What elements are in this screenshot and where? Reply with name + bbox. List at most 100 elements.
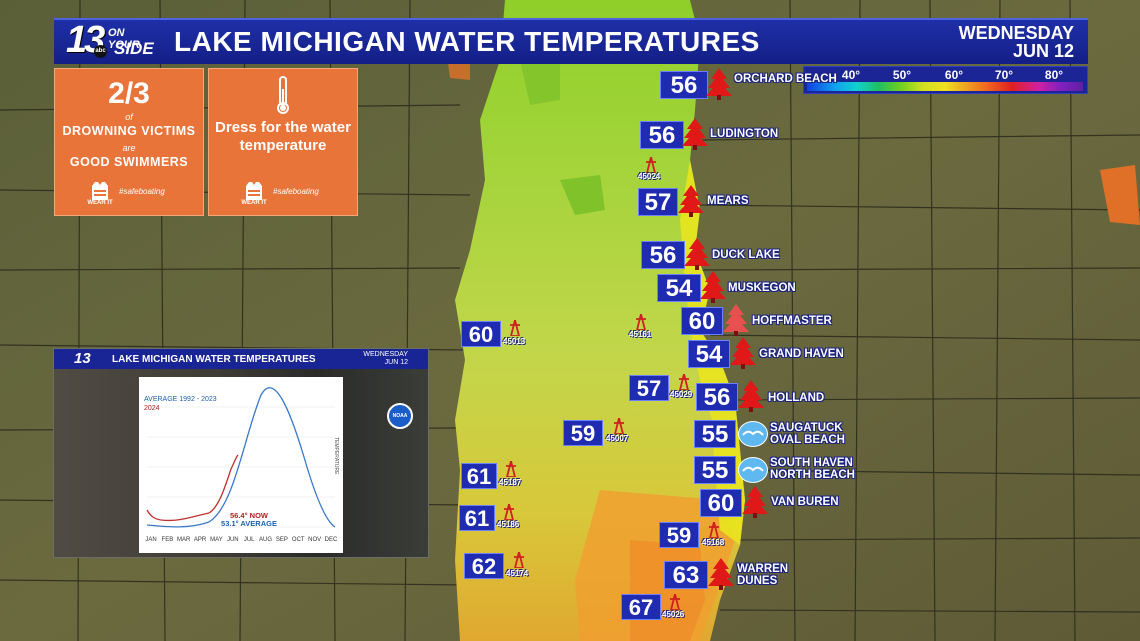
buoy-temp: 57 bbox=[629, 375, 669, 401]
current-year-curve bbox=[146, 454, 239, 522]
buoy-tower-icon bbox=[646, 157, 656, 173]
legend-labels: 40° 50° 60° 70° 80° bbox=[804, 68, 1087, 82]
legend-tick-label: 70° bbox=[994, 68, 1014, 82]
buoy-id: 45026 bbox=[662, 610, 685, 619]
warmest-water bbox=[630, 540, 705, 641]
buoy-tower-icon bbox=[670, 594, 680, 610]
month-tick-label: DEC bbox=[324, 537, 338, 543]
month-tick-label: MAY bbox=[210, 537, 223, 543]
buoy-tower-icon bbox=[510, 320, 520, 336]
inset-temperature-chart: NOAA AVERAGE 1992 - 2023 2024 56.4° NOW … bbox=[139, 377, 413, 553]
buoy-temp: 61 bbox=[461, 463, 497, 489]
month-tick-label: NOV bbox=[308, 537, 322, 543]
buoy-tower-icon bbox=[514, 552, 524, 568]
buoy-temp: 59 bbox=[563, 420, 603, 446]
drowning-stat: 2/3 bbox=[108, 77, 150, 110]
beach-temp: 60 bbox=[681, 307, 723, 335]
buoy-temp: 60 bbox=[461, 321, 501, 347]
beach-name: SAUGATUCK OVAL BEACH bbox=[770, 422, 845, 446]
buoy-tower-icon bbox=[504, 504, 514, 520]
average-reading: 53.1° AVERAGE bbox=[221, 519, 277, 528]
stat-line1: DROWNING VICTIMS bbox=[62, 124, 196, 138]
inset-y-title: TEMPERATURE bbox=[333, 437, 339, 475]
station-logo: 13 abc ON YOUR SIDE bbox=[62, 17, 154, 65]
buoy-tower-icon bbox=[709, 522, 719, 538]
thermometer-icon bbox=[277, 76, 289, 114]
inset-date: JUN 12 bbox=[384, 359, 408, 366]
stat-are: are bbox=[122, 143, 136, 153]
beach-name: HOLLAND bbox=[768, 392, 825, 404]
buoy-tower-icon bbox=[679, 374, 689, 390]
beach-temp: 56 bbox=[696, 383, 738, 411]
title-bar: 13 abc ON YOUR SIDE LAKE MICHIGAN WATER … bbox=[54, 18, 1088, 64]
buoy-id: 45007 bbox=[606, 434, 629, 443]
tree-icon bbox=[730, 337, 756, 369]
tree-icon bbox=[678, 185, 704, 217]
lake-michigan bbox=[455, 0, 745, 641]
buoy-temp: 61 bbox=[459, 505, 495, 531]
page-title: LAKE MICHIGAN WATER TEMPERATURES bbox=[174, 26, 760, 57]
buoy-temp: 59 bbox=[659, 522, 699, 548]
month-tick-label: OCT bbox=[291, 537, 305, 543]
drowning-stat-card: 2/3 of DROWNING VICTIMS are GOOD SWIMMER… bbox=[54, 68, 204, 216]
inset-gridlines bbox=[147, 406, 335, 528]
beach-name: ORCHARD BEACH bbox=[734, 73, 837, 85]
beach-name: HOFFMASTER bbox=[752, 315, 832, 327]
month-tick-label: JUN bbox=[226, 537, 239, 543]
buoy-id: 45161 bbox=[629, 330, 652, 339]
weather-blob-east bbox=[1100, 165, 1140, 225]
dress-card: Dress for the water temperature WEAR IT … bbox=[208, 68, 358, 216]
beach-temp: 56 bbox=[641, 241, 685, 269]
month-tick-label: MAR bbox=[177, 537, 191, 543]
tree-icon bbox=[684, 238, 710, 270]
buoy-tower-icon bbox=[614, 418, 624, 434]
buoy-id: 45013 bbox=[503, 337, 526, 346]
inset-title: LAKE MICHIGAN WATER TEMPERATURES bbox=[112, 354, 316, 365]
beach-temp: 60 bbox=[700, 489, 742, 517]
buoy-tower-icon bbox=[506, 461, 516, 477]
beach-temp: 54 bbox=[657, 274, 701, 302]
legend-tick-label: 80° bbox=[1044, 68, 1064, 82]
logo-line2: SIDE bbox=[114, 39, 154, 58]
beach-name: SOUTH HAVEN NORTH BEACH bbox=[770, 457, 855, 481]
beach-temp: 56 bbox=[660, 71, 708, 99]
wear-it-badge: WEAR IT bbox=[241, 200, 267, 206]
month-tick-label: AUG bbox=[259, 537, 273, 543]
tree-icon bbox=[723, 304, 749, 336]
beach-temp: 56 bbox=[640, 121, 684, 149]
average-curve bbox=[146, 387, 336, 528]
beach-temp: 63 bbox=[664, 561, 708, 589]
hashtag: #safeboating bbox=[273, 187, 319, 196]
beach-name: MEARS bbox=[707, 195, 749, 207]
month-tick-label: JUL bbox=[243, 537, 255, 543]
month-tick-label: FEB bbox=[161, 537, 174, 543]
beach-temp: 54 bbox=[688, 340, 730, 368]
buoy-id: 45168 bbox=[702, 538, 725, 547]
buoy-id: 45174 bbox=[506, 569, 529, 578]
beach-name: GRAND HAVEN bbox=[759, 348, 844, 360]
month-axis: JAN FEB MAR APR MAY JUN JUL AUG SEP OCT NOV DEC bbox=[139, 537, 343, 549]
tree-icon bbox=[700, 271, 726, 303]
cool-patch bbox=[560, 175, 605, 215]
buoy-temp: 67 bbox=[621, 594, 661, 620]
wear-it-badge: WEAR IT bbox=[87, 200, 113, 206]
beach-temp: 55 bbox=[694, 420, 736, 448]
gull-icon bbox=[738, 457, 768, 483]
dress-message: Dress for the water temperature bbox=[215, 119, 351, 154]
month-tick-label: JAN bbox=[145, 537, 157, 543]
life-vest-icon bbox=[92, 182, 108, 200]
stat-line2: GOOD SWIMMERS bbox=[69, 155, 189, 169]
legend-tick-label: 40° bbox=[841, 68, 861, 82]
beach-name: WARREN DUNES bbox=[737, 563, 789, 587]
beach-temp: 57 bbox=[638, 188, 678, 216]
buoy-temp: 62 bbox=[464, 553, 504, 579]
inset-chart-panel: 13 LAKE MICHIGAN WATER TEMPERATURES WEDN… bbox=[53, 348, 429, 558]
month-tick-label: APR bbox=[193, 537, 207, 543]
legend-tick-label: 60° bbox=[944, 68, 964, 82]
buoy-id: 45029 bbox=[670, 390, 693, 399]
noaa-logo: NOAA bbox=[387, 403, 413, 429]
tree-icon bbox=[742, 486, 768, 518]
date-day: WEDNESDAY bbox=[958, 23, 1074, 43]
stat-of: of bbox=[125, 112, 133, 122]
date-date: JUN 12 bbox=[1012, 41, 1074, 61]
